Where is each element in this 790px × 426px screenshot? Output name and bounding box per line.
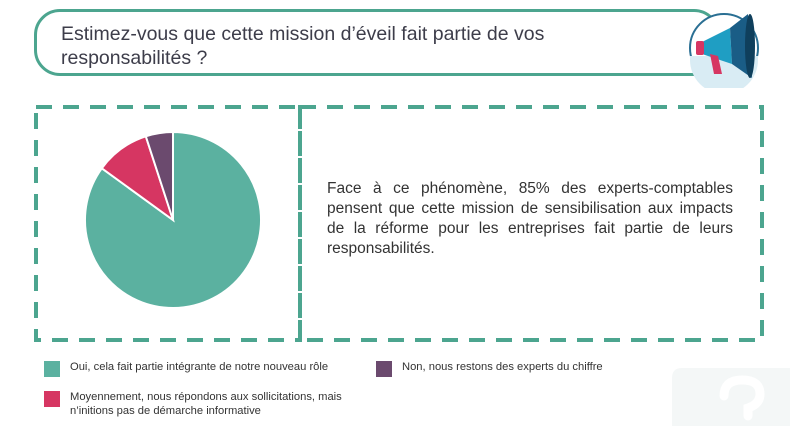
pie-chart [83,130,263,310]
summary-text: Face à ce phénomène, 85% des experts-com… [327,180,733,257]
legend-swatch-medium [44,391,60,407]
legend-item-medium: Moyennement, nous répondons aux sollicit… [44,390,364,418]
question-banner: Estimez-vous que cette mission d’éveil f… [34,9,720,76]
question-text: Estimez-vous que cette mission d’éveil f… [61,23,545,69]
megaphone-icon [689,13,759,88]
legend-label-medium: Moyennement, nous répondons aux sollicit… [70,391,342,417]
pie-slice-no [144,130,174,221]
question-mark-icon [672,368,790,426]
text-panel [298,105,764,342]
legend-swatch-yes [44,361,60,377]
pie-svg [84,130,262,309]
legend-item-no: Non, nous restons des experts du chiffre [376,360,696,377]
legend-label-yes: Oui, cela fait partie intégrante de notr… [70,361,329,373]
legend-item-yes: Oui, cela fait partie intégrante de notr… [44,360,374,377]
legend-swatch-no [376,361,392,377]
legend-label-no: Non, nous restons des experts du chiffre [402,361,603,373]
